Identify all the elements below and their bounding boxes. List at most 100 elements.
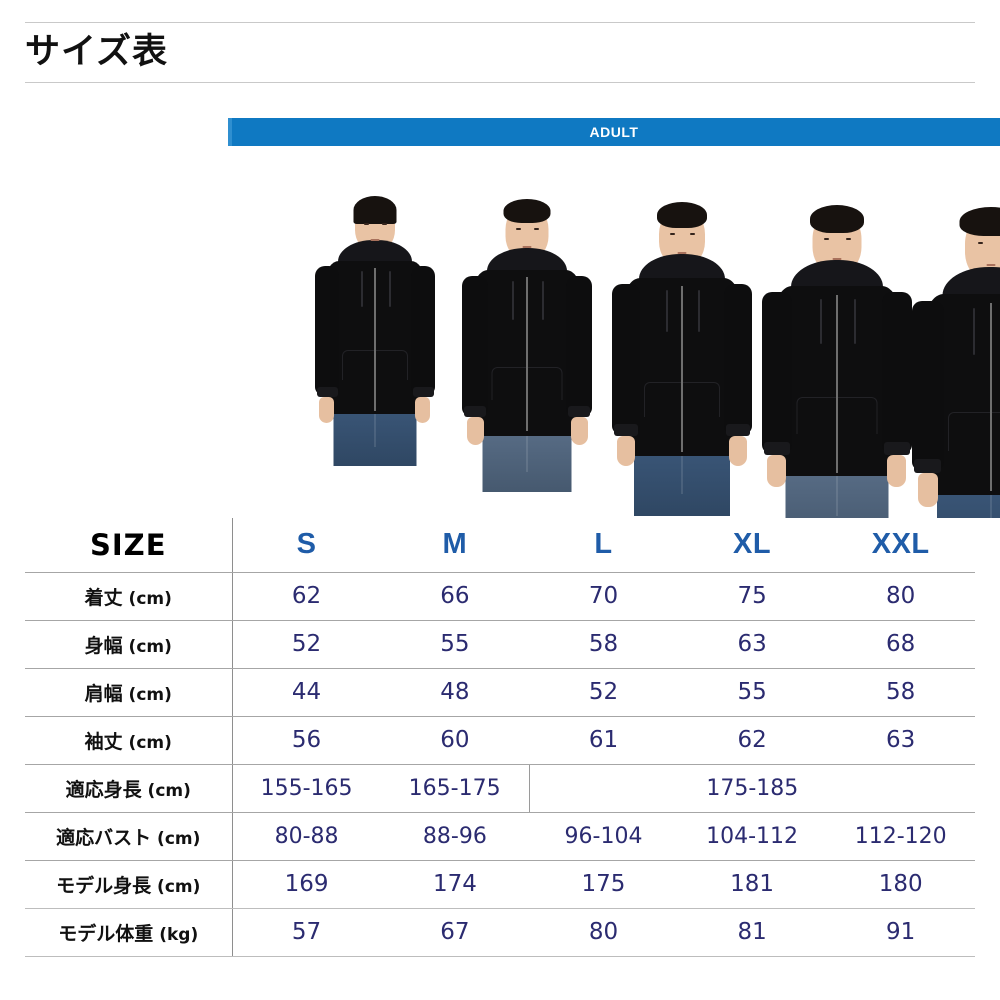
model-hair bbox=[503, 199, 550, 223]
table-row: モデル身長 (cm) 169 174 175 181 180 bbox=[25, 860, 975, 909]
table-cell: 48 bbox=[380, 668, 530, 717]
row-label-unit: (cm) bbox=[151, 828, 201, 849]
table-cell: 67 bbox=[380, 908, 530, 957]
row-label-3: 袖丈 (cm) bbox=[25, 716, 233, 765]
model-cuff bbox=[567, 406, 590, 417]
model-eye bbox=[364, 223, 369, 225]
model-mouth bbox=[370, 239, 380, 241]
model-cuff bbox=[883, 442, 910, 455]
model-cuff bbox=[614, 424, 638, 436]
model-jeans-seam bbox=[374, 395, 376, 447]
model-hand bbox=[617, 436, 635, 466]
table-header-row: SIZE S M L XL XXL bbox=[25, 518, 975, 573]
model-hair bbox=[959, 207, 1000, 236]
model-pocket bbox=[947, 412, 1000, 451]
table-cell: 88-96 bbox=[380, 812, 530, 861]
adult-banner-label: ADULT bbox=[589, 124, 639, 140]
model-cuff bbox=[763, 442, 790, 455]
model-jeans-seam bbox=[526, 416, 527, 472]
model-eye bbox=[977, 242, 983, 244]
row-label-text: モデル体重 bbox=[58, 922, 154, 945]
table-cell: 80-88 bbox=[232, 812, 381, 861]
table-cell: 63 bbox=[677, 620, 827, 669]
row-label-unit: (cm) bbox=[141, 780, 191, 801]
model-hand bbox=[886, 455, 906, 487]
row-label-unit: (kg) bbox=[153, 924, 199, 945]
table-row: モデル体重 (kg) 57 67 80 81 91 bbox=[25, 908, 975, 957]
model-eye bbox=[533, 228, 539, 230]
model-hood-drawstring bbox=[541, 281, 544, 320]
table-row: 適応バスト (cm) 80-88 88-96 96-104 104-112 112-120 bbox=[25, 812, 975, 861]
table-cell: 52 bbox=[529, 668, 678, 717]
table-row: 肩幅 (cm) 44 48 52 55 58 bbox=[25, 668, 975, 717]
model-xl bbox=[751, 160, 922, 518]
title-rule-bottom bbox=[25, 82, 975, 83]
row-label-text: 着丈 bbox=[84, 586, 123, 609]
adult-banner: ADULT bbox=[228, 118, 1000, 146]
table-cell: 62 bbox=[677, 716, 827, 765]
model-hood-drawstring bbox=[853, 299, 856, 344]
table-cell: 180 bbox=[826, 860, 975, 909]
column-header-size: SIZE bbox=[25, 518, 233, 573]
table-cell: 44 bbox=[232, 668, 381, 717]
row-label-0: 着丈 (cm) bbox=[25, 572, 233, 621]
model-eye bbox=[845, 238, 851, 240]
model-m bbox=[452, 160, 601, 518]
model-eye bbox=[823, 238, 829, 240]
model-zipper bbox=[374, 268, 376, 411]
model-hand bbox=[319, 397, 334, 423]
table-cell: 81 bbox=[677, 908, 827, 957]
table-cell: 60 bbox=[380, 716, 530, 765]
table-cell: 96-104 bbox=[529, 812, 678, 861]
model-hand bbox=[766, 455, 786, 487]
model-hood-drawstring bbox=[666, 290, 668, 332]
row-label-7: モデル体重 (kg) bbox=[25, 908, 233, 957]
model-sleeve bbox=[881, 292, 912, 453]
model-cuff bbox=[726, 424, 750, 436]
model-sleeve bbox=[411, 266, 435, 395]
table-cell: 174 bbox=[380, 860, 530, 909]
model-zipper bbox=[525, 277, 528, 431]
model-hand bbox=[729, 436, 747, 466]
row-label-text: 適応身長 bbox=[65, 778, 142, 801]
model-eye bbox=[382, 223, 387, 225]
table-cell: 70 bbox=[529, 572, 678, 621]
table-cell: 61 bbox=[529, 716, 678, 765]
column-header-xl: XL bbox=[677, 518, 827, 573]
model-mouth bbox=[677, 252, 687, 254]
table-cell: 55 bbox=[380, 620, 530, 669]
table-cell: 80 bbox=[529, 908, 678, 957]
model-cuff bbox=[317, 387, 338, 397]
model-hood-drawstring bbox=[389, 271, 391, 307]
table-cell: 169 bbox=[232, 860, 381, 909]
row-label-unit: (cm) bbox=[122, 684, 172, 705]
model-jeans-seam bbox=[681, 434, 683, 494]
model-hood-drawstring bbox=[819, 299, 822, 344]
row-label-text: 肩幅 bbox=[84, 682, 123, 705]
table-cell: 80 bbox=[826, 572, 975, 621]
table-cell: 57 bbox=[232, 908, 381, 957]
model-eye bbox=[515, 228, 521, 230]
table-cell: 165-175 bbox=[380, 764, 530, 813]
model-jeans-seam bbox=[836, 452, 837, 516]
row-label-5: 適応バスト (cm) bbox=[25, 812, 233, 861]
row-label-text: 袖丈 bbox=[84, 730, 123, 753]
model-hood-drawstring bbox=[972, 308, 975, 355]
page-title: サイズ表 bbox=[25, 32, 168, 72]
table-cell: 175-185 bbox=[529, 764, 975, 813]
table-cell: 75 bbox=[677, 572, 827, 621]
model-hair bbox=[657, 202, 707, 228]
model-hood-drawstring bbox=[511, 281, 514, 320]
table-cell: 181 bbox=[677, 860, 827, 909]
model-cuff bbox=[913, 459, 941, 473]
title-rule-top bbox=[25, 22, 975, 23]
model-sleeve bbox=[565, 276, 592, 416]
table-row: 着丈 (cm) 62 66 70 75 80 bbox=[25, 572, 975, 621]
model-sleeve bbox=[612, 284, 640, 434]
model-sleeve bbox=[724, 284, 752, 434]
row-label-6: モデル身長 (cm) bbox=[25, 860, 233, 909]
model-hood-drawstring bbox=[698, 290, 700, 332]
table-cell: 52 bbox=[232, 620, 381, 669]
column-header-xxl: XXL bbox=[826, 518, 975, 573]
table-cell: 175 bbox=[529, 860, 678, 909]
